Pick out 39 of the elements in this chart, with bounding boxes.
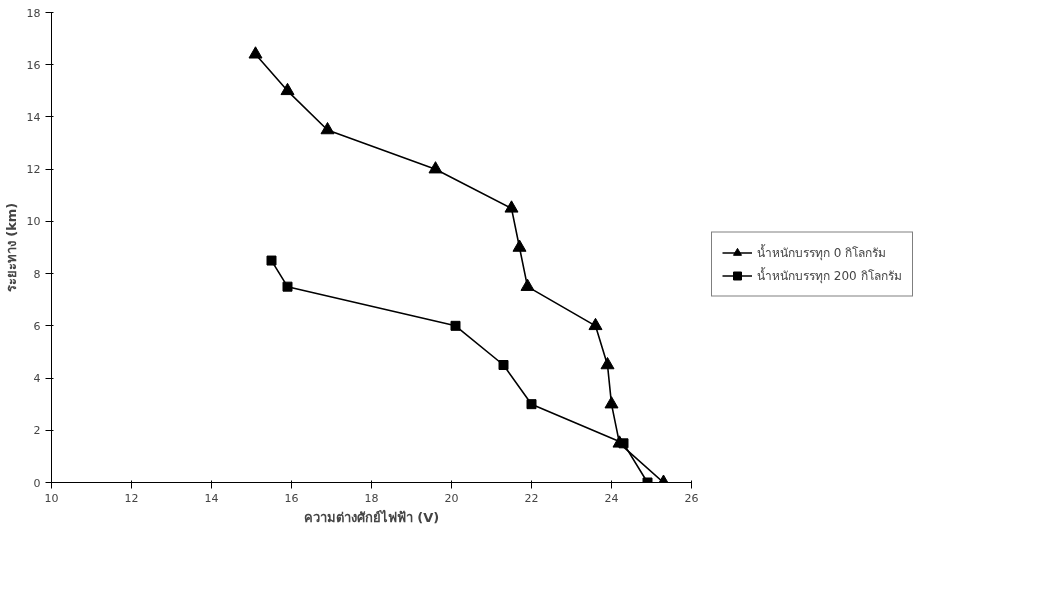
- y-tick-label: 16: [26, 58, 41, 72]
- x-tick-label: 24: [604, 491, 619, 505]
- x-axis-title: ความต่างศักย์ไฟฟ้า (V): [303, 508, 440, 525]
- x-tick-label: 20: [444, 491, 459, 505]
- y-tick-label: 14: [26, 110, 41, 124]
- y-tick-label: 6: [33, 319, 41, 333]
- point: [504, 200, 519, 213]
- y-tick-label: 4: [33, 372, 41, 386]
- point: [618, 438, 629, 449]
- x-tick-label: 12: [124, 491, 139, 505]
- point: [600, 356, 615, 370]
- y-tick-label: 2: [33, 424, 41, 438]
- legend-label: น้ำหนักบรรทุก 200 กิโลกรัม: [757, 266, 902, 285]
- y-tick-label: 0: [33, 476, 41, 490]
- x-tick-label: 26: [684, 491, 699, 505]
- x-tick-label: 22: [524, 491, 539, 505]
- y-tick-label: 10: [26, 215, 41, 229]
- point: [248, 46, 263, 59]
- x-tick-label: 18: [364, 491, 379, 505]
- point: [498, 360, 509, 370]
- y-tick-label: 8: [33, 267, 41, 281]
- point: [320, 121, 335, 135]
- x-tick-label: 10: [44, 491, 59, 505]
- x-tick-label: 16: [284, 491, 299, 505]
- legend-label: น้ำหนักบรรทุก 0 กิโลกรัม: [757, 243, 887, 262]
- point: [512, 239, 527, 252]
- x-tick-label: 14: [204, 491, 219, 505]
- point: [266, 255, 277, 266]
- y-axis-title: ระยะทาง (km): [3, 202, 19, 293]
- point: [604, 396, 619, 409]
- point: [280, 82, 295, 96]
- y-tick-label: 18: [26, 6, 41, 20]
- point: [526, 399, 537, 410]
- point: [588, 317, 603, 331]
- y-tick-label: 12: [26, 163, 41, 177]
- point: [282, 281, 293, 292]
- point: [428, 161, 443, 174]
- point: [520, 278, 535, 291]
- point: [450, 320, 461, 331]
